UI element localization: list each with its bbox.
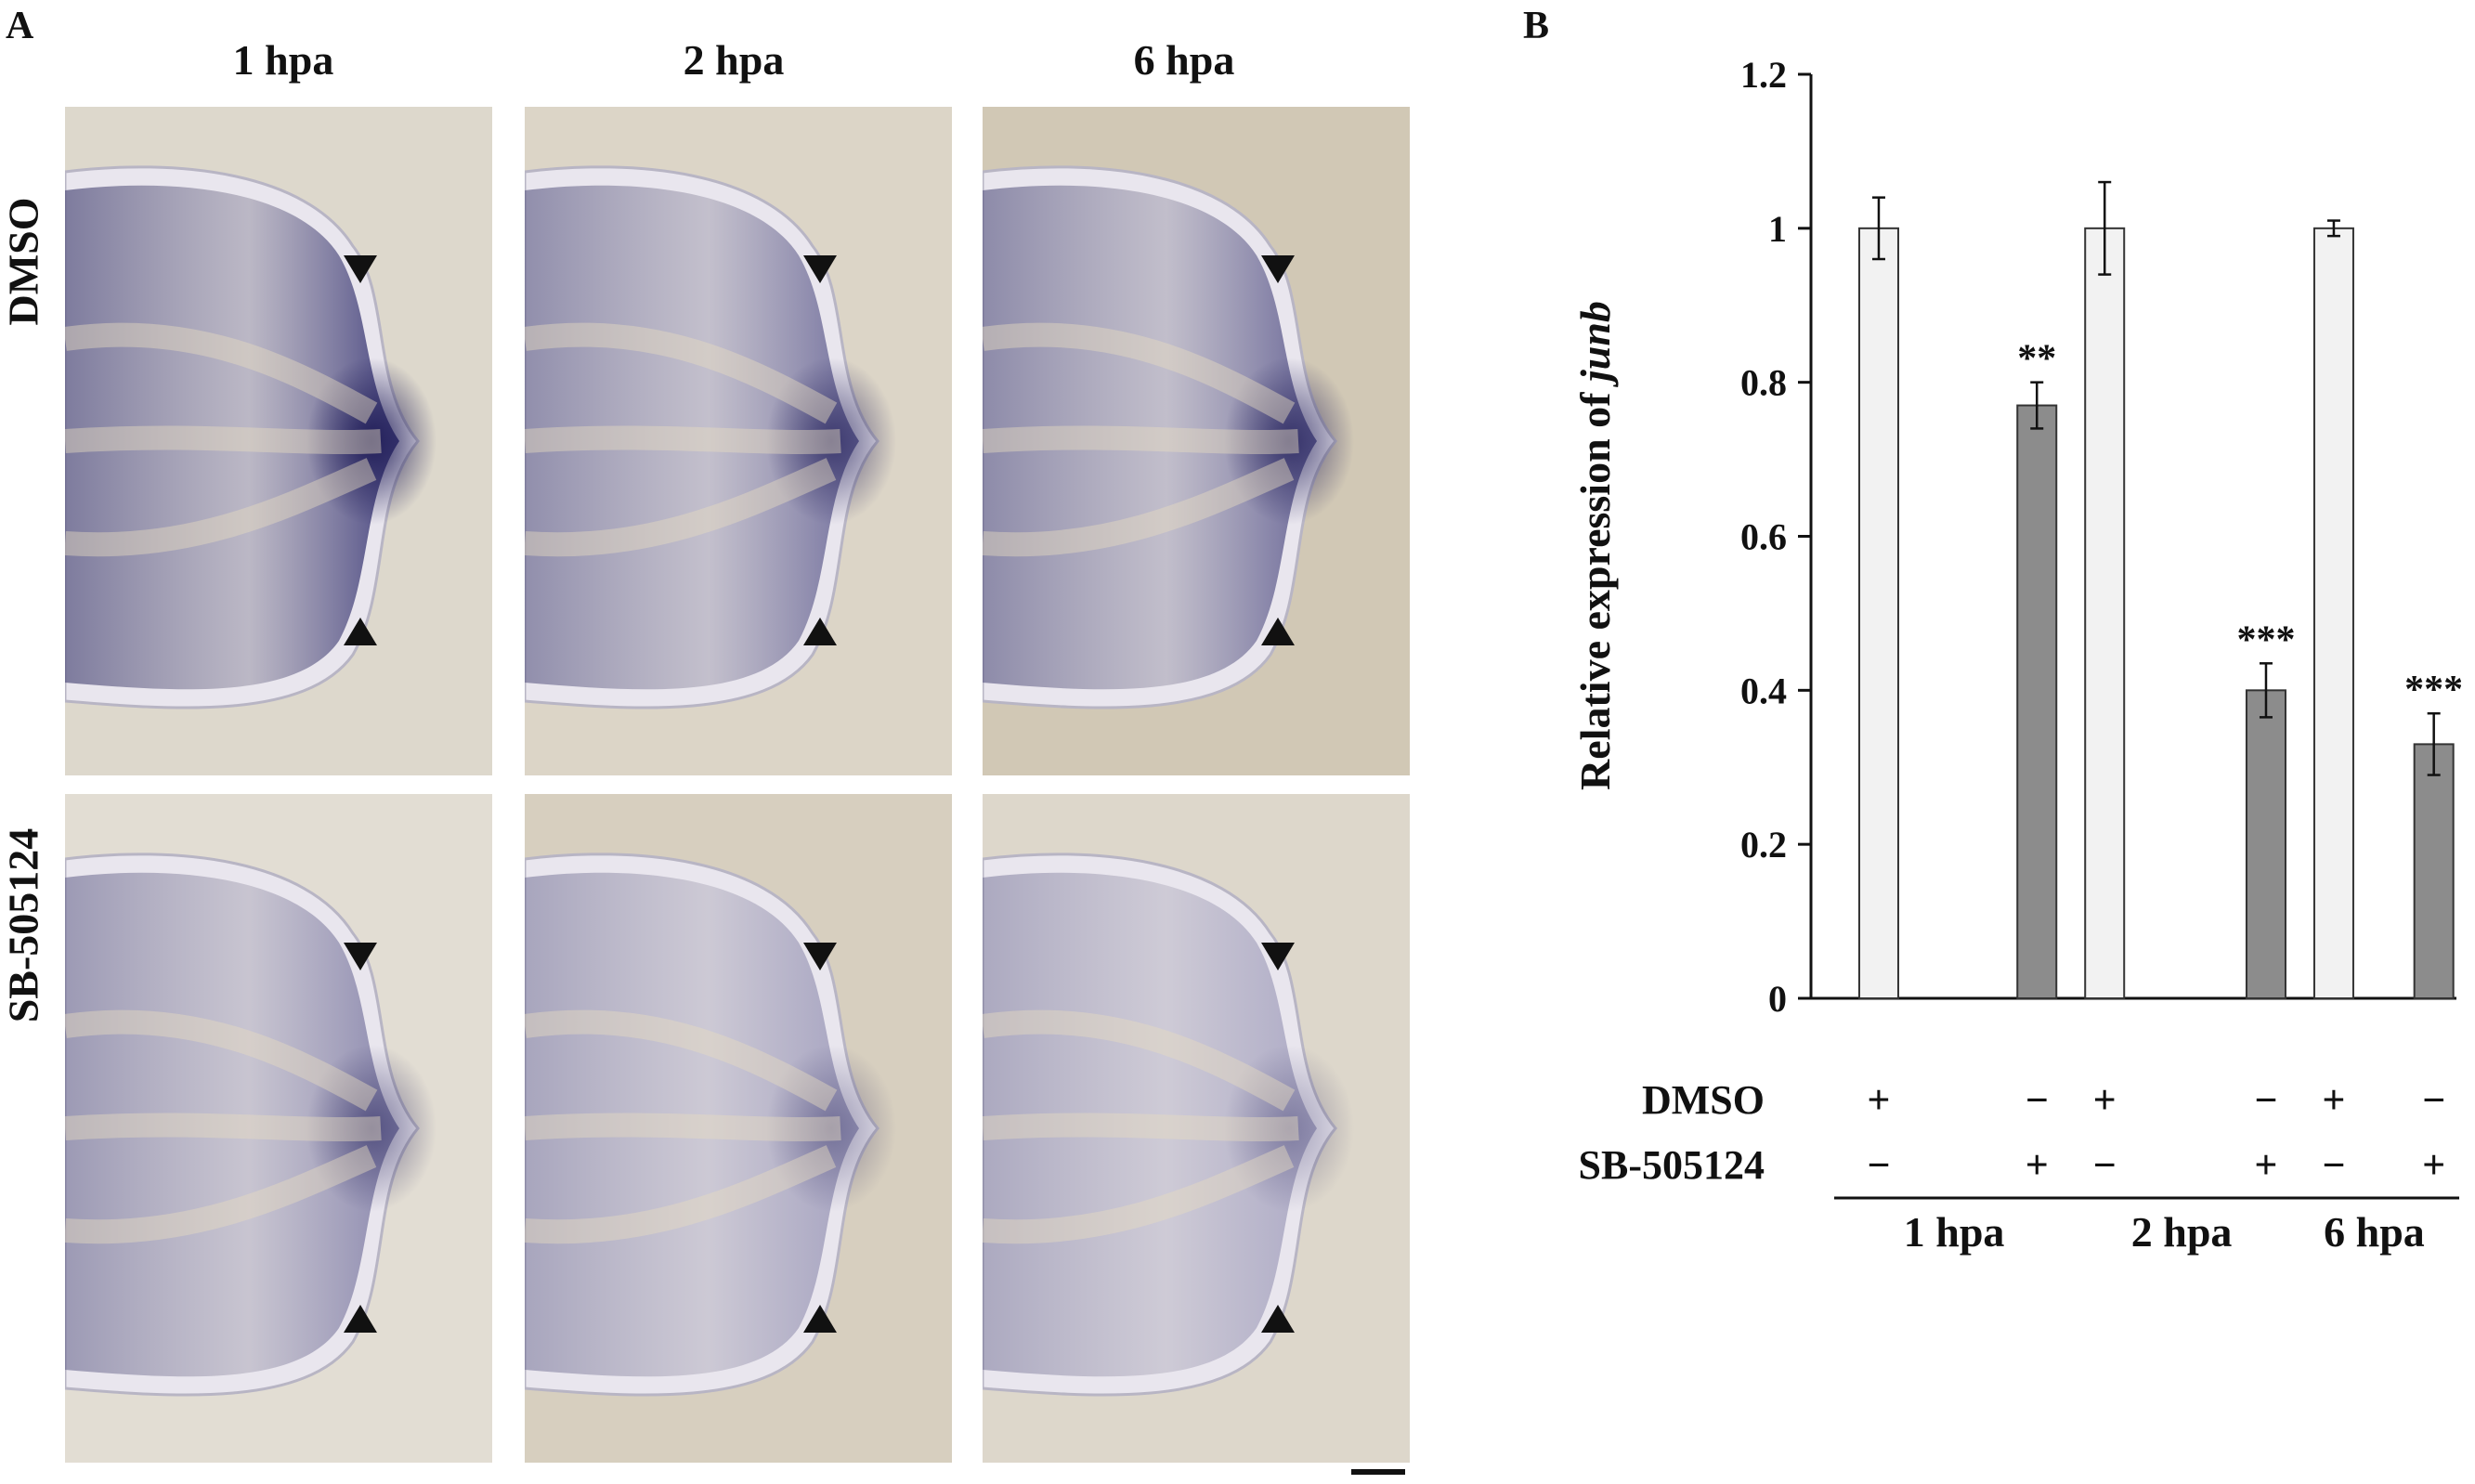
condition-mark: − (1867, 1142, 1890, 1188)
y-tick-label: 1.2 (1740, 54, 1787, 96)
significance-label: *** (2236, 618, 2295, 661)
condition-label-dmso: DMSO (1642, 1077, 1765, 1123)
condition-mark: + (2026, 1142, 2049, 1188)
group-label-2hpa: 2 hpa (2131, 1208, 2233, 1256)
bar-2hpa-sb-505124 (2245, 689, 2286, 999)
condition-mark: + (2322, 1077, 2345, 1123)
y-tick-label: 0.4 (1740, 670, 1787, 711)
condition-mark: − (2093, 1142, 2117, 1188)
bar-6hpa-sb-505124 (2413, 743, 2455, 999)
chart-body: 00.20.40.60.811.2********DMSO + − + − + −SB-50… (1579, 54, 2461, 1256)
micrograph-sb-505124-6hpa (983, 794, 1410, 1463)
condition-label-sb-505124: SB-505124 (1579, 1142, 1765, 1188)
condition-mark: + (2093, 1077, 2117, 1123)
condition-mark: − (2422, 1077, 2445, 1123)
micrograph-dmso-1hpa (65, 107, 492, 775)
bar-1hpa-sb-505124 (2016, 404, 2058, 999)
row-label-dmso: DMSO (0, 197, 47, 326)
y-axis-title-prefix: Relative expression of (1571, 382, 1619, 790)
y-tick-label: 0.6 (1740, 516, 1787, 558)
panel-a-letter: A (6, 5, 34, 47)
y-tick-label: 1 (1768, 208, 1787, 250)
column-label-2hpa: 2 hpa (683, 36, 785, 84)
y-tick-label: 0 (1768, 978, 1787, 1020)
condition-mark: − (2026, 1077, 2049, 1123)
scale-bar (1351, 1469, 1405, 1475)
bar-6hpa-dmso (2312, 227, 2354, 1000)
condition-mark: + (2422, 1142, 2445, 1188)
y-tick-label: 0.8 (1740, 362, 1787, 404)
condition-mark: + (1867, 1077, 1890, 1123)
bar-1hpa-dmso (1857, 227, 1899, 1000)
condition-mark: + (2254, 1142, 2277, 1188)
group-label-6hpa: 6 hpa (2324, 1208, 2425, 1256)
micrograph-sb-505124-2hpa (525, 794, 952, 1463)
significance-label: *** (2404, 669, 2461, 711)
column-label-6hpa: 6 hpa (1133, 36, 1235, 84)
row-label-sb505124: SB-505124 (0, 827, 47, 1023)
bar-2hpa-dmso (2084, 227, 2126, 1000)
panel-b-letter: B (1523, 5, 1550, 47)
y-axis-title: Relative expression of junb (1571, 301, 1619, 790)
micrograph-dmso-2hpa (525, 107, 952, 775)
condition-mark: − (2254, 1077, 2277, 1123)
micrograph-dmso-6hpa (983, 107, 1410, 775)
y-axis-label: Relative expression of junb (1571, 301, 1619, 790)
condition-mark: − (2322, 1142, 2345, 1188)
significance-label: ** (2017, 338, 2056, 381)
y-axis-title-gene: junb (1571, 301, 1619, 388)
y-tick-label: 0.2 (1740, 824, 1787, 866)
micrograph-sb-505124-1hpa (65, 794, 492, 1463)
column-label-1hpa: 1 hpa (232, 36, 334, 84)
group-label-1hpa: 1 hpa (1904, 1208, 2005, 1256)
bar-chart: Relative expression of junb 0 0.2 0.4 0.6 0.… (1571, 54, 2461, 1256)
